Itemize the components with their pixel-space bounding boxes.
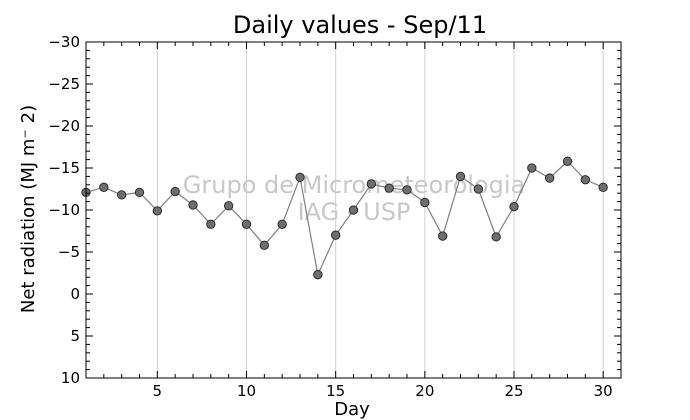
data-point [348, 205, 359, 215]
data-point [509, 201, 519, 212]
y-tick-label: 0 [70, 285, 80, 303]
x-axis: 5 10 15 20 25 30 [85, 42, 622, 400]
y-tick-label: −20 [48, 117, 80, 135]
data-point [580, 175, 590, 185]
data-point [473, 184, 483, 194]
data-point [277, 219, 287, 229]
y-tick-label: −10 [48, 201, 80, 219]
x-tick-label: 20 [415, 382, 434, 400]
data-point [438, 231, 448, 241]
data-point [224, 201, 234, 211]
x-tick-label: 25 [504, 382, 523, 400]
data-point [134, 187, 145, 198]
x-tick-label: 30 [594, 382, 613, 400]
data-point [295, 172, 305, 182]
x-axis-label: Day [334, 399, 370, 420]
y-axis-label: Net radiation (MJ m⁻ 2) [18, 105, 39, 313]
x-tick-label: 10 [237, 382, 256, 400]
data-point [206, 219, 216, 229]
y-tick-label: −25 [48, 75, 80, 93]
watermark-line-1: Grupo de Micrometeorologia [183, 171, 525, 199]
data-point [170, 186, 180, 197]
y-tick-label: −15 [48, 159, 80, 177]
data-point [259, 240, 269, 250]
x-tick-label: 15 [326, 382, 345, 400]
y-axis: −30 −25 −20 −15 −10 −5 0 5 10 [48, 33, 621, 387]
data-point [455, 171, 466, 182]
y-tick-label: 5 [70, 327, 80, 345]
data-point [366, 179, 376, 189]
data-point [152, 206, 162, 216]
data-point [598, 182, 608, 192]
chart-title: Daily values - Sep/11 [233, 11, 487, 39]
data-point [188, 200, 198, 210]
y-tick-label: −5 [58, 243, 80, 261]
data-point [420, 197, 430, 208]
data-point [562, 156, 573, 166]
y-tick-label: −30 [48, 33, 80, 51]
data-point [99, 182, 109, 192]
data-point [402, 185, 412, 195]
data-point [545, 173, 555, 183]
data-point [331, 230, 341, 240]
data-point [527, 163, 537, 173]
y-tick-label: 10 [61, 369, 80, 387]
grid [156, 42, 604, 378]
x-tick-label: 5 [153, 382, 163, 400]
data-point [313, 270, 323, 280]
data-point [491, 232, 501, 242]
watermark: Grupo de Micrometeorologia IAG - USP [183, 171, 525, 226]
data-point [241, 219, 252, 229]
data-point [384, 183, 394, 193]
data-point [117, 190, 127, 200]
